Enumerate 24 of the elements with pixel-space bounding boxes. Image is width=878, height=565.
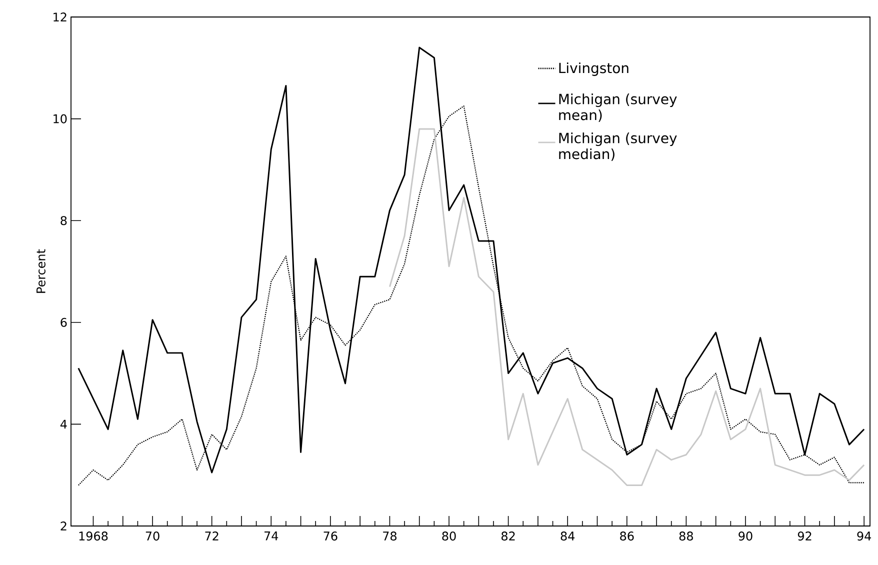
y-tick-label: 4	[60, 420, 67, 429]
x-tick-label: 88	[679, 532, 693, 541]
y-axis-title: Percent	[36, 249, 46, 293]
y-tick-label: 8	[60, 216, 67, 226]
x-tick-label: 86	[620, 532, 634, 541]
x-tick-label: 74	[264, 532, 278, 540]
x-tick-label: 70	[146, 532, 160, 541]
legend-label: Michigan (survey median)	[559, 132, 677, 161]
x-tick-label: 84	[560, 532, 575, 541]
legend-label: Michigan (survey mean)	[559, 94, 677, 122]
x-tick-label: 94	[857, 532, 872, 541]
x-tick-label: 80	[442, 532, 456, 541]
x-tick-label: 72	[205, 532, 218, 540]
x-tick-label: 92	[798, 532, 812, 541]
x-tick-label: 90	[738, 532, 752, 541]
y-tick-label: 2	[60, 522, 66, 530]
x-tick-label: 78	[383, 532, 396, 541]
y-tick-label: 10	[54, 114, 67, 124]
x-tick-label: 1968	[79, 532, 108, 541]
y-tick-label: 6	[60, 318, 67, 327]
x-tick-label: 82	[502, 532, 515, 541]
y-tick-label: 12	[54, 12, 66, 22]
legend-label: Livingston	[559, 62, 628, 76]
x-tick-label: 76	[324, 532, 338, 541]
